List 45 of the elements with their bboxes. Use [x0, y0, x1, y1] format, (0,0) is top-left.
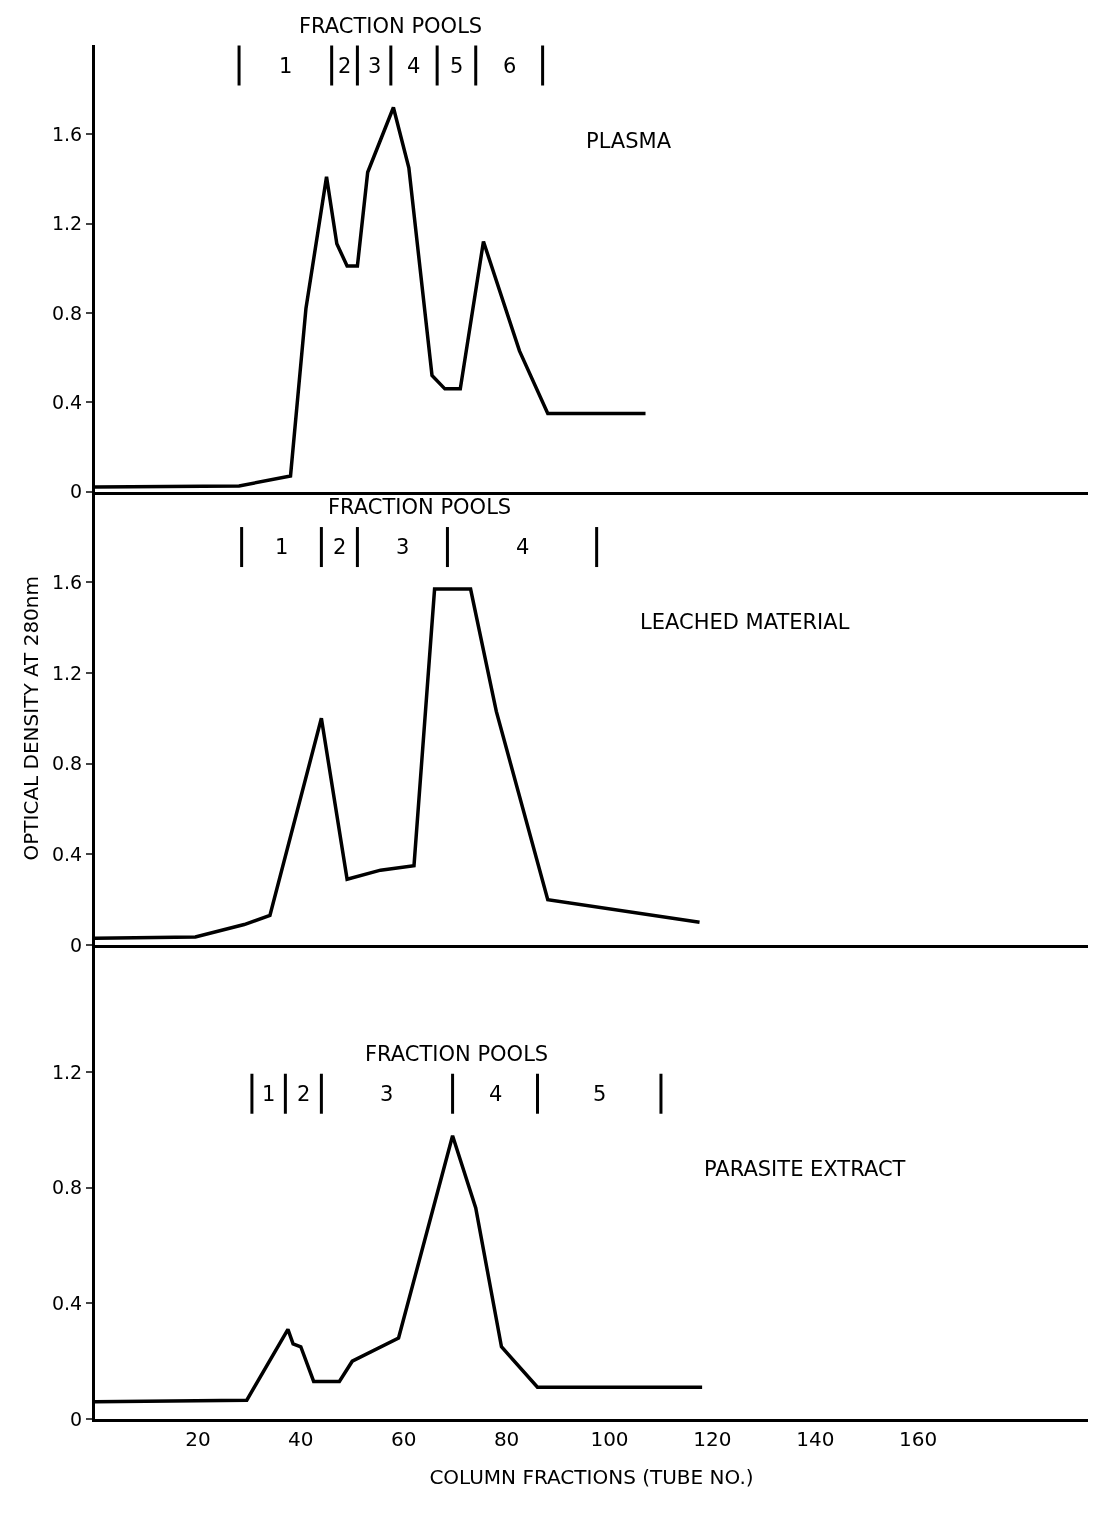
x-axis-title: COLUMN FRACTIONS (TUBE NO.)	[429, 1464, 754, 1489]
x-tick-label: 100	[590, 1427, 629, 1451]
y-axis-title: OPTICAL DENSITY AT 280nm	[19, 576, 44, 861]
annotation: 6	[503, 54, 517, 78]
y-tick-label: 1.6	[51, 122, 83, 145]
annotation: PARASITE EXTRACT	[704, 1157, 906, 1181]
annotation: 4	[407, 54, 421, 78]
y-tick-label: 0.4	[51, 842, 83, 865]
x-tick-label: 160	[899, 1427, 938, 1451]
y-tick-label: 0	[70, 1407, 83, 1430]
x-tick-label: 60	[390, 1427, 417, 1451]
annotation: 4	[489, 1082, 503, 1106]
annotation: 2	[297, 1082, 311, 1106]
annotation: 2	[338, 54, 352, 78]
annotation: 5	[593, 1082, 607, 1106]
annotation: 3	[396, 535, 410, 559]
annotation: LEACHED MATERIAL	[640, 610, 850, 634]
annotation: 3	[380, 1082, 394, 1106]
x-tick-label: 80	[493, 1427, 520, 1451]
y-tick-label: 0.8	[51, 752, 83, 775]
x-tick-label: 120	[693, 1427, 732, 1451]
y-tick-label: 0	[70, 480, 83, 503]
y-tick-label: 1.2	[51, 1060, 83, 1083]
x-tick-label: 40	[288, 1427, 314, 1451]
text: FRACTION POOLS	[299, 14, 483, 38]
x-tick-label: 20	[185, 1427, 211, 1451]
y-tick-label: 1.2	[51, 212, 83, 235]
y-tick-label: 0.8	[51, 301, 83, 324]
annotation: 2	[333, 535, 347, 559]
y-tick-label: 0.4	[51, 390, 83, 413]
y-tick-label: 1.2	[51, 661, 83, 684]
annotation: 3	[368, 54, 382, 78]
annotation: 1	[262, 1082, 276, 1106]
annotation: FRACTION POOLS	[365, 1042, 549, 1066]
annotation: FRACTION POOLS	[328, 495, 512, 519]
y-tick-label: 1.6	[51, 570, 83, 593]
y-tick-label: 0	[70, 933, 83, 956]
annotation: PLASMA	[586, 129, 672, 153]
annotation: 5	[450, 54, 464, 78]
y-tick-label: 0.8	[51, 1176, 83, 1199]
y-tick-label: 0.4	[51, 1292, 83, 1315]
annotation: 1	[275, 535, 289, 559]
x-tick-label: 140	[796, 1427, 835, 1451]
annotation: 1	[279, 54, 293, 78]
annotation: 4	[516, 535, 530, 559]
